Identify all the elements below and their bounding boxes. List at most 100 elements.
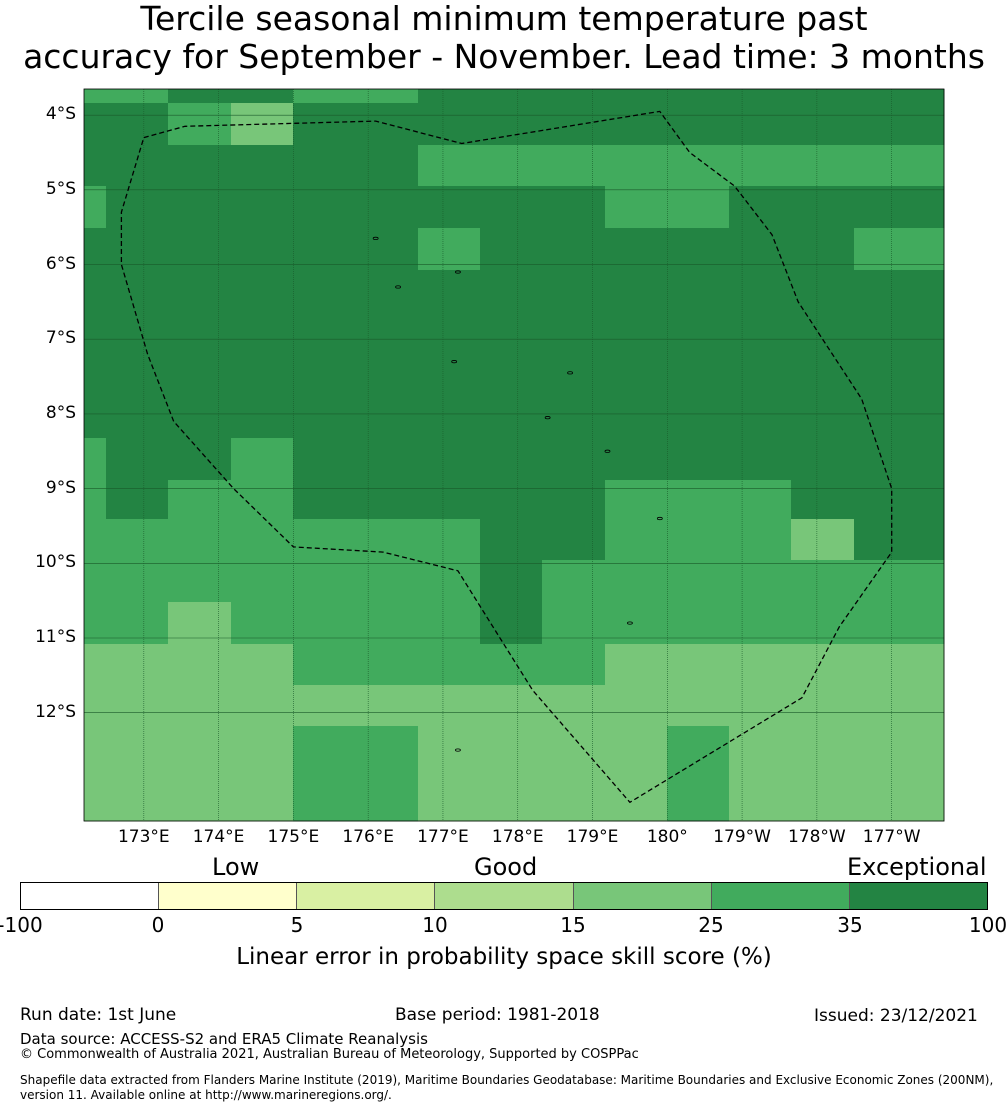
map-cell (480, 438, 543, 481)
map-cell (729, 145, 792, 187)
map-cell (729, 685, 792, 727)
map-cell (293, 103, 356, 146)
map-cell (854, 103, 945, 146)
map-cell (168, 145, 232, 187)
map-cell (480, 270, 543, 313)
map-cell (667, 644, 730, 686)
map-cell (605, 685, 668, 727)
map-cell (84, 89, 107, 104)
colorbar-segment-7 (849, 883, 987, 909)
map-cell (84, 270, 107, 313)
map-cell (84, 145, 107, 187)
map-cell (293, 396, 356, 439)
latitude-label: 6°S (45, 253, 76, 274)
title-line-2: accuracy for September - November. Lead … (23, 37, 985, 76)
map-cell (168, 560, 232, 603)
map-cell (480, 312, 543, 355)
map-graticule (84, 89, 944, 821)
latitude-label: 11°S (35, 627, 76, 647)
chart-title: Tercile seasonal minimum temperature pas… (0, 0, 1008, 76)
skill-score-map (83, 88, 945, 822)
map-cell (480, 644, 543, 686)
title-line-1: Tercile seasonal minimum temperature pas… (140, 0, 868, 38)
map-cell (168, 519, 232, 561)
map-cell (106, 396, 169, 439)
map-cell (231, 480, 294, 520)
map-cell (729, 602, 792, 645)
island-outline (656, 516, 663, 521)
map-cell (355, 312, 419, 355)
map-cell (729, 519, 792, 561)
map-cell (854, 768, 945, 822)
island-outline (455, 748, 461, 752)
map-cell (106, 480, 169, 520)
map-cell (106, 354, 169, 397)
map-cell (106, 726, 169, 769)
map-cell (542, 270, 606, 313)
map-cell (480, 396, 543, 439)
map-cell (293, 438, 356, 481)
longitude-label: 179°W (713, 827, 771, 847)
latitude-label: 7°S (45, 328, 76, 349)
map-cell (106, 438, 169, 481)
map-cell (168, 480, 232, 520)
map-cell (854, 354, 945, 397)
map-cell (605, 145, 668, 187)
map-cell (168, 602, 232, 645)
longitude-label: 177°E (417, 827, 469, 847)
map-cell (355, 438, 419, 481)
map-cell (231, 228, 294, 271)
colorbar-tick: 15 (560, 913, 586, 937)
map-cell (418, 726, 481, 769)
map-cell (542, 480, 606, 520)
map-cell (605, 768, 668, 822)
longitude-label: 180° (646, 827, 688, 847)
map-cell (231, 186, 294, 229)
map-cell (854, 438, 945, 481)
run-date: Run date: 1st June (20, 1005, 177, 1025)
map-cell (84, 354, 107, 397)
map-cell (605, 519, 668, 561)
map-cell (293, 270, 356, 313)
colorbar-tick: 25 (698, 913, 724, 937)
map-cell (729, 480, 792, 520)
map-cell (84, 768, 107, 822)
map-cell (355, 228, 419, 271)
map-cell (355, 602, 419, 645)
map-cell (168, 103, 232, 146)
map-cell (729, 186, 792, 229)
map-cell (84, 602, 107, 645)
map-cell (605, 644, 668, 686)
map-cell (542, 768, 606, 822)
colorbar-tick: 100 (968, 913, 1008, 937)
map-cell (293, 560, 356, 603)
map-cell (791, 438, 855, 481)
map-cell (542, 519, 606, 561)
map-cell (542, 726, 606, 769)
base-period: Base period: 1981-2018 (395, 1005, 600, 1025)
map-cell (667, 89, 730, 104)
map-cell (84, 438, 107, 481)
map-cell (729, 270, 792, 313)
map-cell (791, 644, 855, 686)
map-cell (106, 768, 169, 822)
map-cell (231, 354, 294, 397)
legend-category-low: Low (212, 853, 260, 881)
map-cell (542, 644, 606, 686)
map-cell (605, 438, 668, 481)
island-outline (451, 360, 458, 364)
map-cell (791, 519, 855, 561)
colorbar-segment-4 (435, 883, 574, 909)
colorbar-tick: 35 (837, 913, 863, 937)
map-cell (106, 89, 169, 104)
map-cell (854, 602, 945, 645)
map-cell (791, 228, 855, 271)
map-cell (542, 354, 606, 397)
map-cell (231, 685, 294, 727)
map-cell (854, 560, 945, 603)
map-cell (231, 312, 294, 355)
longitude-label: 175°E (267, 827, 320, 847)
map-cell (168, 89, 232, 104)
map-cell (231, 560, 294, 603)
map-cell (168, 396, 232, 439)
